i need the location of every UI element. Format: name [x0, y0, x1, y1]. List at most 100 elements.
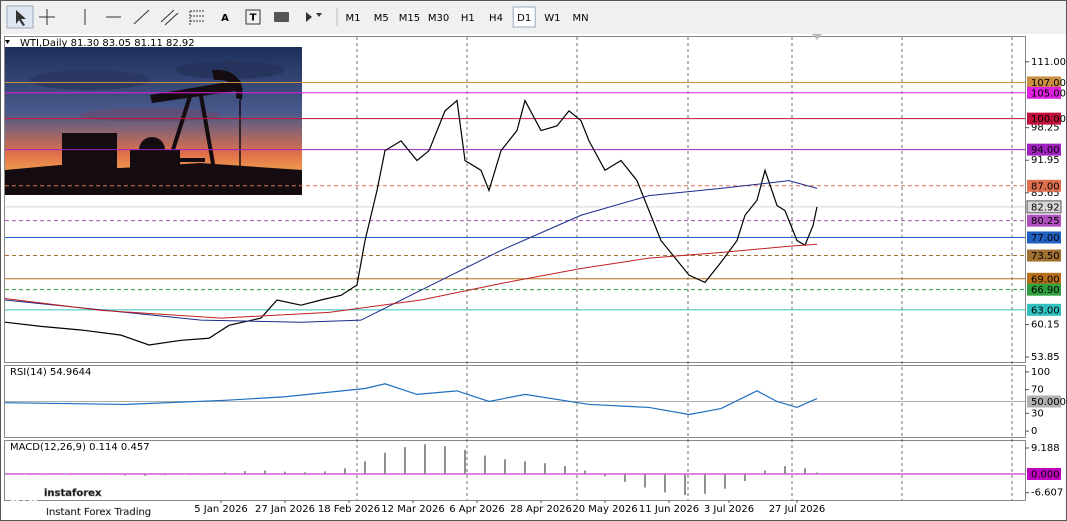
level-label: 87.00 — [1031, 181, 1060, 192]
histogram-bar — [604, 473, 606, 477]
trendline-button[interactable] — [133, 9, 150, 25]
crosshair-button[interactable] — [39, 9, 55, 25]
histogram-bar — [624, 473, 626, 482]
timeframe-button[interactable]: H1 — [461, 13, 475, 24]
level-label: 69.00 — [1031, 274, 1060, 285]
series-line — [4, 180, 818, 323]
histogram-bar — [444, 446, 446, 474]
level-label-bg — [1027, 249, 1061, 262]
x-tick-label: 27 Jan 2026 — [255, 504, 315, 515]
timeframe-button[interactable]: MN — [573, 13, 589, 24]
fibo-button[interactable] — [189, 10, 204, 25]
y-tick-label: 0 — [1031, 426, 1037, 437]
level-label-bg — [1027, 395, 1061, 408]
y-tick-label: 53.85 — [1031, 352, 1060, 363]
shape-tool[interactable] — [274, 12, 289, 22]
timeframe-button[interactable]: M1 — [346, 13, 361, 24]
level-label: 0.000 — [1031, 469, 1060, 480]
oil-photo — [5, 47, 302, 195]
series-line — [4, 383, 818, 416]
level-label: 105.00 — [1031, 88, 1066, 99]
level-label: 82.92 — [1031, 202, 1060, 213]
histogram-bar — [584, 470, 586, 474]
histogram-bar — [184, 473, 186, 475]
level-label-bg — [1026, 200, 1062, 214]
level-label: 80.25 — [1031, 216, 1060, 227]
histogram-bar — [104, 473, 106, 475]
histogram-bar — [424, 444, 426, 474]
histogram-bar — [816, 472, 818, 474]
x-tick-label: 20 May 2026 — [572, 504, 637, 515]
level-label-bg — [1027, 214, 1061, 227]
level-label: 66.90 — [1031, 285, 1060, 296]
y-tick-label: 9.188 — [1031, 443, 1060, 454]
pane-title: MACD(12,26,9) 0.114 0.457 — [10, 442, 150, 453]
level-label: 63.00 — [1031, 305, 1060, 316]
channel-button[interactable] — [160, 9, 179, 26]
timeframes: M1 M5 M15 M30 H1 H4 D1 W1 MN — [346, 6, 589, 28]
histogram-bar — [4, 473, 6, 475]
pane-title: RSI(14) 54.9644 — [10, 367, 91, 378]
y-tick-label: 111.00 — [1031, 57, 1066, 68]
x-tick-label: 28 Apr 2026 — [510, 504, 572, 515]
active-timeframe — [512, 6, 536, 28]
y-tick-label: 100 — [1031, 367, 1050, 378]
histogram-bar — [304, 472, 306, 474]
histogram-bar — [244, 471, 246, 474]
level-label-bg — [1027, 112, 1061, 125]
y-tick-label: 70 — [1031, 385, 1044, 396]
plot-layer: WTI,Daily 81.30 83.05 81.11 82.92 111.00 9… — [4, 38, 1067, 515]
watermark: instaforex Instant Forex Trading — [9, 479, 151, 518]
timeframe-button[interactable]: D1 — [517, 13, 531, 24]
watermark-brand: instaforex — [44, 488, 102, 499]
macd-pane — [4, 440, 1026, 501]
text-tool[interactable]: A — [221, 13, 229, 24]
histogram-bar — [564, 466, 566, 474]
y-tick-label: -6.607 — [1031, 488, 1063, 499]
histogram-bar — [224, 472, 226, 474]
y-tick-label: 91.95 — [1031, 155, 1060, 166]
histogram-bar — [124, 473, 126, 476]
histogram-bar — [164, 473, 166, 476]
series-line — [4, 243, 818, 319]
level-label: 100.00 — [1031, 114, 1066, 125]
timeframe-button[interactable]: W1 — [544, 13, 560, 24]
level-label: 50.0000 — [1031, 397, 1067, 408]
level-label-bg — [1027, 179, 1061, 192]
x-tick-label: 3 Jul 2026 — [704, 504, 754, 515]
more-tools[interactable] — [306, 12, 322, 22]
timeframe-button[interactable]: M15 — [399, 13, 420, 24]
x-tick-label: 11 Jun 2026 — [639, 504, 699, 515]
histogram-bar — [504, 459, 506, 474]
shift-marker[interactable] — [812, 34, 822, 40]
histogram-bar — [144, 473, 146, 476]
level-label-bg — [1027, 303, 1061, 316]
pane-title: WTI,Daily 81.30 83.05 81.11 82.92 — [20, 38, 195, 49]
histogram-bar — [524, 461, 526, 474]
x-tick-label: 12 Mar 2026 — [381, 504, 444, 515]
y-tick-label: 98.25 — [1031, 123, 1060, 134]
y-tick-label: 60.15 — [1031, 320, 1060, 331]
histogram-bar — [384, 452, 386, 474]
level-label-bg — [1027, 143, 1061, 156]
histogram-bar — [24, 473, 26, 475]
collapse-arrow[interactable] — [5, 40, 10, 44]
histogram-bar — [744, 473, 746, 482]
histogram-bar — [404, 447, 406, 474]
histogram-bar — [484, 455, 486, 474]
x-tick-label: 18 Feb 2026 — [318, 504, 380, 515]
timeframe-button[interactable]: M30 — [428, 13, 449, 24]
rsi-pane — [4, 365, 1026, 438]
x-tick-label: 27 Jul 2026 — [769, 504, 826, 515]
timeframe-button[interactable]: H4 — [489, 13, 503, 24]
x-tick-label: 6 Apr 2026 — [449, 504, 504, 515]
label-tool-box[interactable] — [245, 9, 261, 25]
level-label-bg — [1027, 231, 1061, 244]
level-label-bg — [1027, 283, 1061, 296]
timeframe-button[interactable]: M5 — [374, 13, 389, 24]
label-tool[interactable]: T — [250, 13, 257, 24]
y-tick-label: 85.65 — [1031, 188, 1060, 199]
histogram-bar — [724, 473, 726, 489]
